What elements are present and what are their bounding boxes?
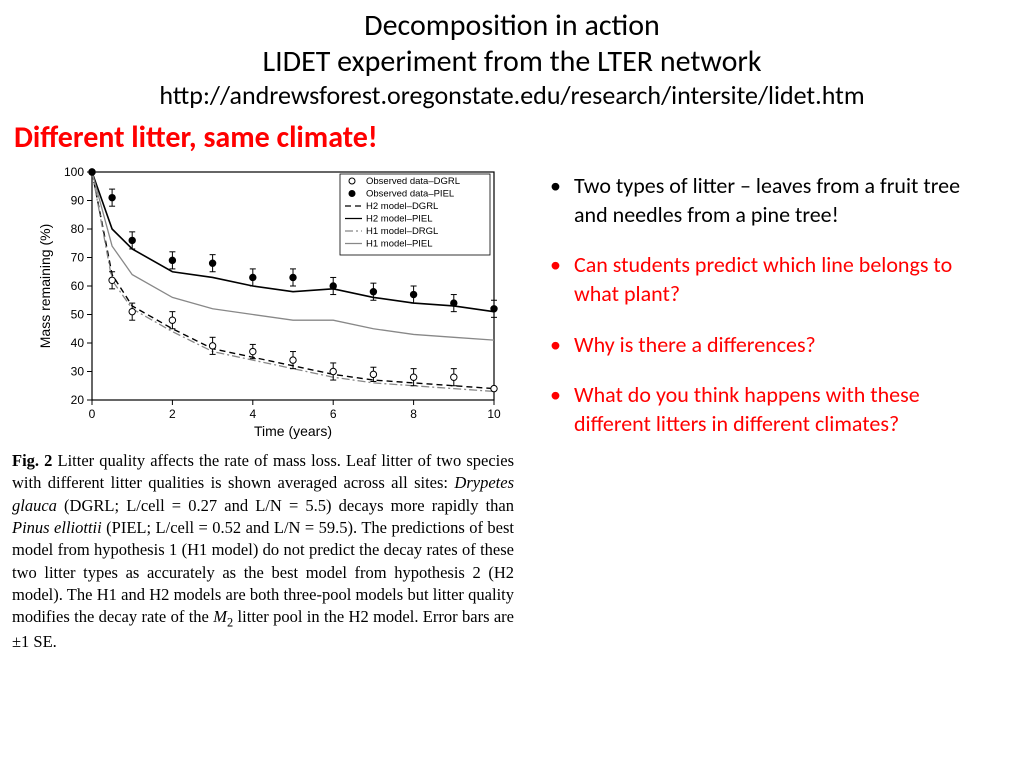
svg-text:8: 8	[410, 407, 417, 421]
subtitle-text: Different litter, same climate!	[14, 119, 378, 156]
title-line-2: LIDET experiment from the LTER network	[0, 44, 1024, 80]
chart-svg: 20 30 40 50 60 70 80 90 100 0 2 4 6 8 10 Time (years) Ma…	[34, 162, 504, 442]
svg-text:60: 60	[71, 279, 85, 293]
slide-header: Decomposition in action LIDET experiment…	[0, 0, 1024, 115]
svg-text:Observed data–PIEL: Observed data–PIEL	[366, 189, 454, 200]
title-line-1: Decomposition in action	[0, 8, 1024, 44]
svg-text:100: 100	[64, 165, 84, 179]
svg-text:50: 50	[71, 308, 85, 322]
svg-text:30: 30	[71, 365, 85, 379]
subtitle: Different litter, same climate!	[0, 115, 1024, 156]
svg-text:10: 10	[487, 407, 501, 421]
svg-text:Time (years): Time (years)	[254, 423, 332, 439]
bullet-list: Two types of litter – leaves from a frui…	[548, 172, 998, 438]
bullet-item: What do you think happens with these dif…	[548, 381, 998, 438]
svg-text:70: 70	[71, 251, 85, 265]
svg-text:H2 model–PIEL: H2 model–PIEL	[366, 214, 433, 225]
svg-text:20: 20	[71, 393, 85, 407]
left-column: 20 30 40 50 60 70 80 90 100 0 2 4 6 8 10 Time (years) Ma…	[10, 162, 518, 653]
bullet-item: Can students predict which line belongs …	[548, 251, 998, 308]
svg-text:2: 2	[169, 407, 176, 421]
svg-text:H2 model–DGRL: H2 model–DGRL	[366, 201, 438, 212]
bullet-item: Two types of litter – leaves from a frui…	[548, 172, 998, 229]
svg-text:H1 model–DRGL: H1 model–DRGL	[366, 226, 438, 237]
figure-caption: Fig. 2 Litter quality affects the rate o…	[10, 442, 518, 653]
svg-text:80: 80	[71, 222, 85, 236]
svg-text:Mass remaining (%): Mass remaining (%)	[37, 224, 53, 348]
svg-text:H1 model–PIEL: H1 model–PIEL	[366, 239, 433, 250]
svg-text:0: 0	[89, 407, 96, 421]
svg-text:Observed data–DGRL: Observed data–DGRL	[366, 176, 460, 187]
url-line: http://andrewsforest.oregonstate.edu/res…	[0, 80, 1024, 111]
svg-text:6: 6	[330, 407, 337, 421]
svg-text:4: 4	[249, 407, 256, 421]
svg-text:40: 40	[71, 336, 85, 350]
content-row: 20 30 40 50 60 70 80 90 100 0 2 4 6 8 10 Time (years) Ma…	[0, 156, 1024, 653]
svg-text:90: 90	[71, 194, 85, 208]
decay-chart: 20 30 40 50 60 70 80 90 100 0 2 4 6 8 10 Time (years) Ma…	[34, 162, 504, 442]
right-column: Two types of litter – leaves from a frui…	[518, 162, 998, 653]
bullet-item: Why is there a differences?	[548, 331, 998, 360]
